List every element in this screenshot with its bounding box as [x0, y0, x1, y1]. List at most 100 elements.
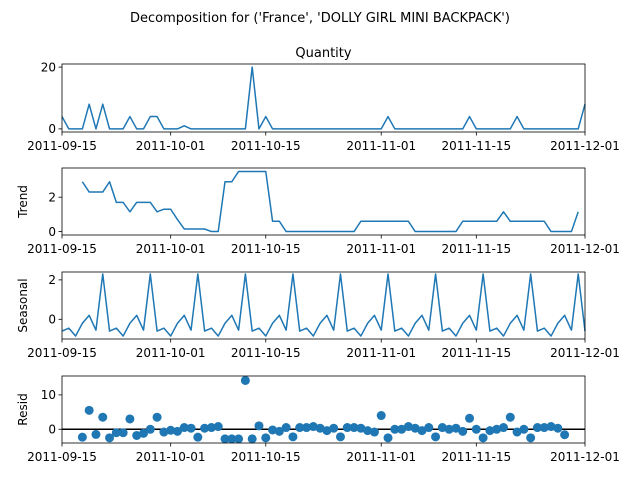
resid-point	[288, 432, 298, 442]
y-tick-label: 0	[48, 423, 56, 437]
resid-point	[200, 423, 210, 433]
resid-point	[526, 433, 536, 443]
resid-point	[84, 405, 94, 415]
y-axis-label: Trend	[16, 185, 30, 219]
resid-point	[274, 426, 284, 436]
resid-point	[505, 412, 515, 422]
x-tick-label: 2011-10-15	[231, 346, 301, 360]
x-tick-label: 2011-11-15	[441, 242, 511, 256]
x-tick-label: 2011-10-01	[136, 450, 206, 464]
resid-point	[315, 423, 325, 433]
axes-frame	[61, 375, 586, 444]
resid-point	[546, 422, 556, 432]
x-tick-label: 2011-11-01	[346, 450, 416, 464]
resid-point	[281, 423, 291, 433]
series-line-trend	[81, 170, 579, 233]
resid-point	[403, 422, 413, 432]
resid-point	[444, 424, 454, 434]
resid-point	[125, 414, 135, 424]
panel-trend: Trend 0 2 2011-09-15 2011-10-01 2011-10-15 201…	[16, 167, 620, 256]
resid-point	[247, 434, 257, 444]
resid-point	[308, 422, 318, 432]
axes-frame	[61, 167, 586, 236]
x-tick-label: 2011-12-01	[550, 242, 620, 256]
resid-point	[539, 423, 549, 433]
resid-point	[268, 425, 278, 435]
resid-point	[485, 426, 495, 436]
resid-point	[451, 423, 461, 433]
y-tick-label: 10	[41, 388, 56, 402]
panel-title: Quantity	[295, 46, 351, 61]
resid-point	[465, 413, 475, 423]
panel-resid: Resid 0 10 2011-09-15 2011-10-01 2011-10-15 20…	[16, 375, 620, 464]
y-tick-label: 2	[48, 191, 56, 205]
series-line-observed	[61, 66, 586, 130]
resid-point	[132, 430, 142, 440]
resid-point	[220, 434, 230, 444]
resid-point	[295, 423, 305, 433]
y-axis-label: Seasonal	[16, 278, 30, 332]
resid-point	[458, 426, 468, 436]
figure-suptitle: Decomposition for ('France', 'DOLLY GIRL…	[130, 11, 510, 26]
resid-point	[512, 427, 522, 437]
resid-point	[356, 423, 366, 433]
resid-point	[471, 424, 481, 434]
x-tick-label: 2011-10-15	[231, 450, 301, 464]
resid-point	[213, 422, 223, 432]
resid-point	[492, 424, 502, 434]
resid-point	[193, 432, 203, 442]
resid-point	[335, 432, 345, 442]
x-tick-label: 2011-09-15	[27, 450, 97, 464]
x-tick-label: 2011-12-01	[550, 139, 620, 153]
resid-point	[390, 424, 400, 434]
x-tick-label: 2011-10-01	[136, 346, 206, 360]
x-tick-label: 2011-11-01	[346, 346, 416, 360]
resid-point	[179, 423, 189, 433]
resid-point	[302, 423, 312, 433]
resid-point	[383, 433, 393, 443]
y-tick-label: 0	[48, 313, 56, 327]
resid-point	[159, 427, 169, 437]
resid-point	[77, 432, 87, 442]
y-tick-label: 0	[48, 122, 56, 136]
resid-point	[424, 423, 434, 433]
resid-point	[322, 426, 332, 436]
y-tick-label: 2	[48, 273, 56, 287]
resid-point	[240, 375, 250, 385]
resid-point	[519, 424, 529, 434]
resid-point	[532, 423, 542, 433]
resid-point	[145, 424, 155, 434]
resid-point	[206, 423, 216, 433]
resid-point	[118, 428, 128, 438]
x-tick-label: 2011-09-15	[27, 139, 97, 153]
panel-seasonal: Seasonal 0 2 2011-09-15 2011-10-01 2011-10-15…	[16, 271, 620, 360]
resid-point	[105, 433, 115, 443]
x-tick-label: 2011-09-15	[27, 346, 97, 360]
resid-point	[172, 426, 182, 436]
y-axis-label: Resid	[16, 393, 30, 425]
resid-point	[186, 423, 196, 433]
resid-point	[139, 428, 149, 438]
x-tick-label: 2011-11-15	[441, 450, 511, 464]
resid-point	[98, 412, 108, 422]
resid-point	[254, 421, 264, 431]
x-tick-label: 2011-11-15	[441, 346, 511, 360]
resid-point	[417, 426, 427, 436]
resid-point	[349, 423, 359, 433]
y-tick-label: 0	[48, 225, 56, 239]
y-tick-label: 20	[41, 60, 56, 74]
x-tick-label: 2011-11-01	[346, 242, 416, 256]
resid-point	[560, 430, 570, 440]
resid-point	[410, 423, 420, 433]
resid-point	[553, 423, 563, 433]
x-tick-label: 2011-11-01	[346, 139, 416, 153]
x-tick-label: 2011-10-01	[136, 139, 206, 153]
series-line-seasonal	[61, 273, 586, 337]
resid-point	[363, 426, 373, 436]
resid-point	[111, 428, 121, 438]
resid-point	[152, 412, 162, 422]
resid-point	[227, 434, 237, 444]
resid-point	[261, 433, 271, 443]
